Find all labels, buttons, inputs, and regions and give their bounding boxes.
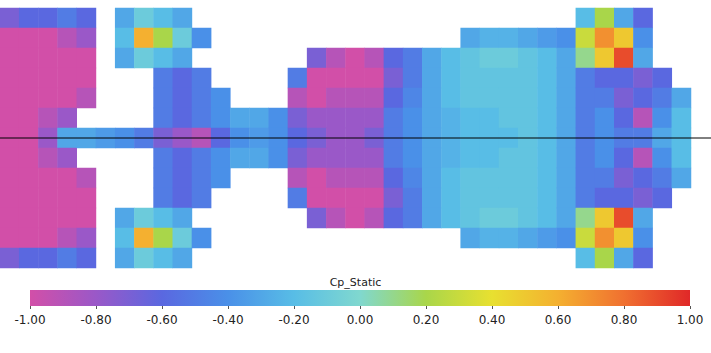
svg-text:0.00: 0.00: [347, 313, 374, 327]
svg-text:0.40: 0.40: [479, 313, 506, 327]
svg-text:-0.40: -0.40: [212, 313, 243, 327]
svg-text:-0.20: -0.20: [278, 313, 309, 327]
svg-text:-0.80: -0.80: [80, 313, 111, 327]
svg-text:0.60: 0.60: [545, 313, 572, 327]
svg-text:-1.00: -1.00: [14, 313, 45, 327]
svg-text:-0.60: -0.60: [146, 313, 177, 327]
svg-text:Cp_Static: Cp_Static: [330, 276, 382, 289]
svg-text:1.00: 1.00: [677, 313, 704, 327]
svg-text:0.20: 0.20: [413, 313, 440, 327]
svg-text:0.80: 0.80: [611, 313, 638, 327]
